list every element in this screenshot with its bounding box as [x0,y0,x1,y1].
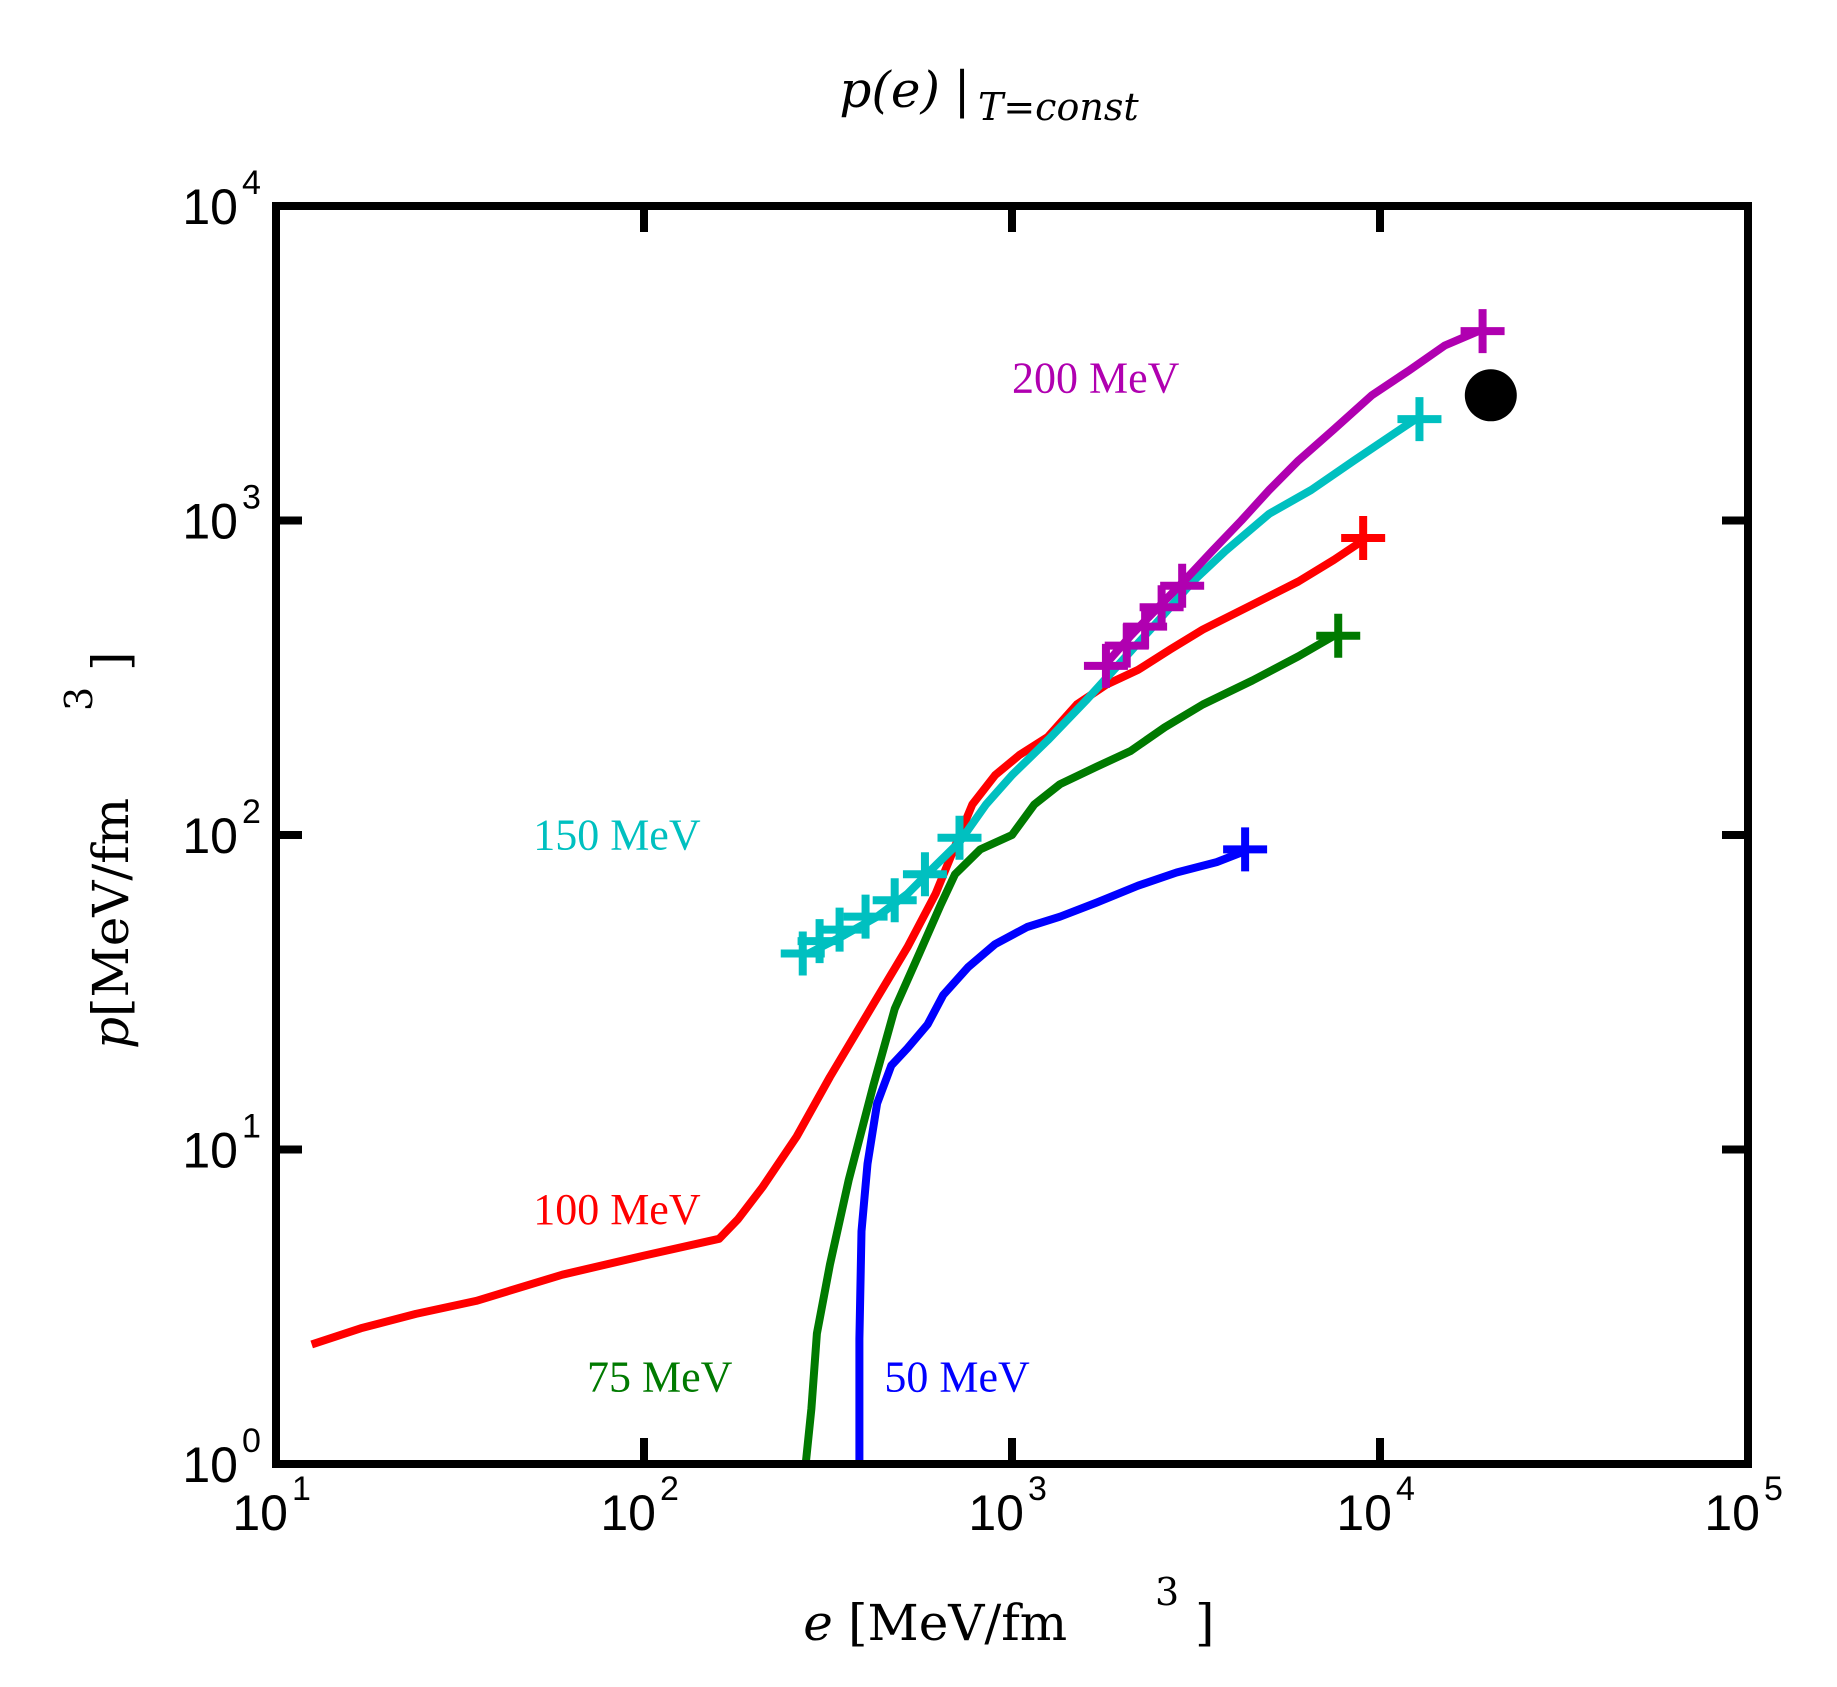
series-line-50-mev [855,848,1243,1464]
y-tick-exp-0: 0 [242,1422,261,1460]
marker-75-mev-0 [1316,613,1361,658]
x-tick-exp-4: 5 [1764,1470,1783,1508]
x-tick-label-0: 10 [232,1485,288,1541]
tick-layer: 10 1 10 2 10 3 10 4 10 510 010 110 210 310 4 [182,164,1783,1541]
series-label-75-mev: 75 MeV [587,1353,733,1402]
y-tick-exp-4: 4 [242,164,261,202]
marker-200-mev-3 [1139,585,1184,630]
x-axis-var: e [803,1594,833,1652]
y-tick-label-1: 10 [182,1123,238,1179]
x-axis-unit-exp: 3 [1155,1570,1179,1614]
marker-150-mev-4 [872,878,917,923]
marker-150-mev-3 [843,894,888,939]
y-tick-label-2: 10 [182,808,238,864]
title-main: p(e) [839,61,940,119]
x-tick-exp-3: 4 [1396,1470,1415,1508]
y-axis-label: p [MeV/fm 3 ] [57,651,140,1049]
marker-50-mev-0 [1223,827,1268,872]
title-bar: | [954,61,971,119]
y-axis-unit-exp: 3 [57,687,101,711]
marker-200-mev-4 [1160,563,1205,608]
x-axis-unit: [MeV/fm [848,1594,1067,1652]
series-label-200-mev: 200 MeV [1012,354,1180,403]
y-axis-unit-close: ] [82,651,140,671]
marker-200-mev-0 [1083,643,1128,688]
x-axis-unit-close: ] [1195,1594,1215,1652]
y-tick-label-4: 10 [182,179,238,235]
marker-150-mev-2 [817,907,862,952]
x-tick-exp-0: 1 [292,1470,311,1508]
x-tick-label-4: 10 [1704,1485,1760,1541]
y-tick-exp-2: 2 [242,793,261,831]
y-axis-var: p [82,1017,140,1049]
marker-200-mev-5 [1460,309,1505,354]
x-tick-label-1: 10 [600,1485,656,1541]
series-label-100-mev: 100 MeV [533,1185,701,1234]
x-tick-label-3: 10 [1336,1485,1392,1541]
x-axis-label: e [MeV/fm 3 ] [803,1570,1214,1652]
marker-100-mev-0 [1341,515,1386,560]
title-sub: T=const [978,85,1139,129]
x-tick-exp-2: 3 [1028,1470,1047,1508]
y-axis-unit: [MeV/fm [82,798,140,1017]
x-tick-exp-1: 2 [660,1470,679,1508]
series-line-150-mev [806,415,1418,958]
marker-150-mev-6 [937,815,982,860]
label-layer: 100 MeV 75 MeV 50 MeV 150 MeV 200 MeV [533,354,1179,1402]
y-tick-label-0: 10 [182,1437,238,1493]
y-tick-exp-1: 1 [242,1108,261,1146]
y-tick-label-3: 10 [182,494,238,550]
series-line-75-mev [801,632,1336,1464]
point-black-dot [1464,369,1517,422]
chart-title: p(e) | T=const [839,61,1139,129]
x-tick-label-2: 10 [968,1485,1024,1541]
marker-layer [780,309,1517,976]
marker-150-mev-5 [902,852,947,897]
y-tick-exp-3: 3 [242,479,261,517]
series-label-150-mev: 150 MeV [533,810,701,859]
series-line-100-mev [310,539,1362,1349]
series-label-50-mev: 50 MeV [884,1353,1030,1402]
marker-150-mev-7 [1397,397,1442,442]
